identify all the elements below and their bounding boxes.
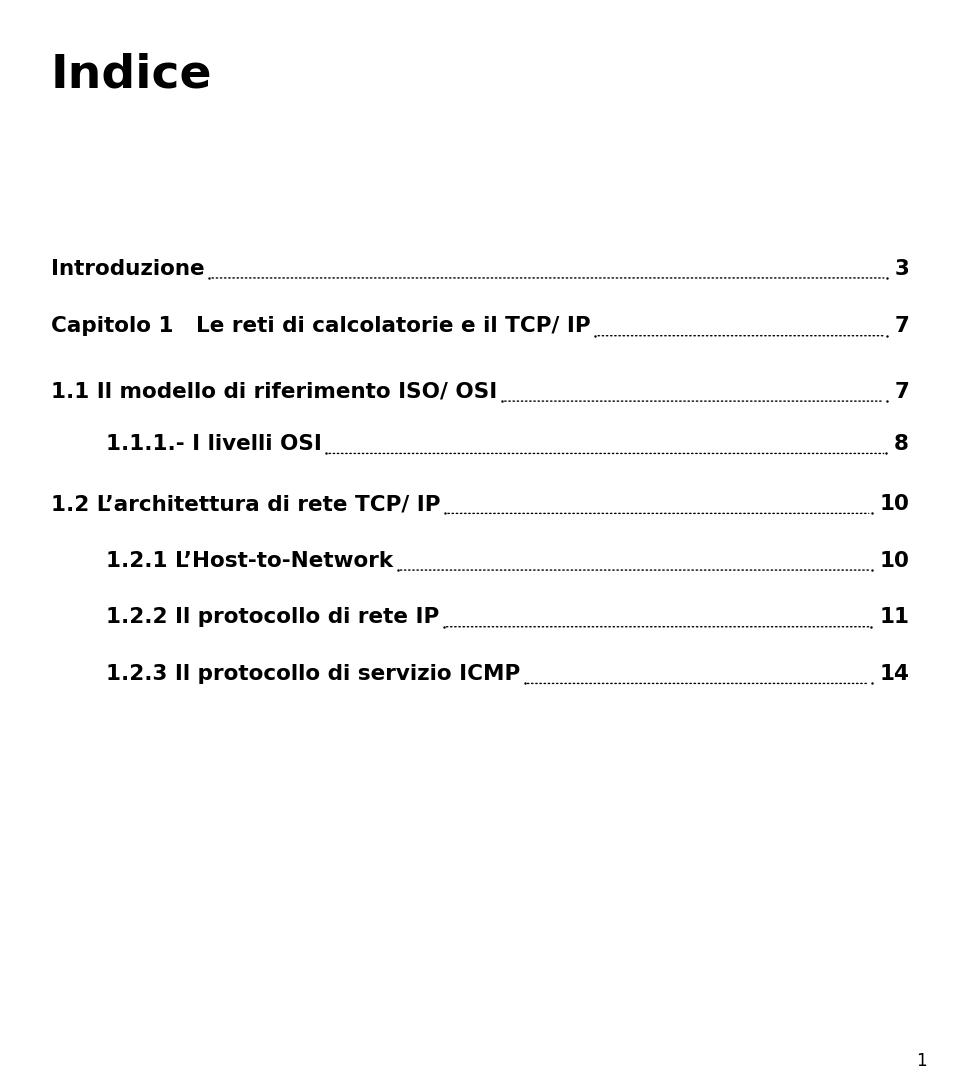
Text: 11: 11 [879,607,909,628]
Text: 1.2.3 Il protocollo di servizio ICMP: 1.2.3 Il protocollo di servizio ICMP [106,664,520,685]
Text: Introduzione: Introduzione [51,258,204,279]
Text: 7: 7 [895,382,909,402]
Text: 8: 8 [894,434,909,455]
Text: 1.2.2 Il protocollo di rete IP: 1.2.2 Il protocollo di rete IP [106,607,439,628]
Text: Capitolo 1   Le reti di calcolatorie e il TCP/ IP: Capitolo 1 Le reti di calcolatorie e il … [51,316,590,337]
Text: Indice: Indice [51,52,212,97]
Text: 1.1.1.- I livelli OSI: 1.1.1.- I livelli OSI [106,434,322,455]
Text: 10: 10 [879,494,909,514]
Text: 14: 14 [879,664,909,685]
Text: 1.2 L’architettura di rete TCP/ IP: 1.2 L’architettura di rete TCP/ IP [51,494,441,514]
Text: 1.1 Il modello di riferimento ISO/ OSI: 1.1 Il modello di riferimento ISO/ OSI [51,382,497,402]
Text: 3: 3 [895,258,909,279]
Text: 7: 7 [895,316,909,337]
Text: 1.2.1 L’Host-to-Network: 1.2.1 L’Host-to-Network [106,550,393,571]
Text: 1: 1 [916,1052,926,1070]
Text: 10: 10 [879,550,909,571]
